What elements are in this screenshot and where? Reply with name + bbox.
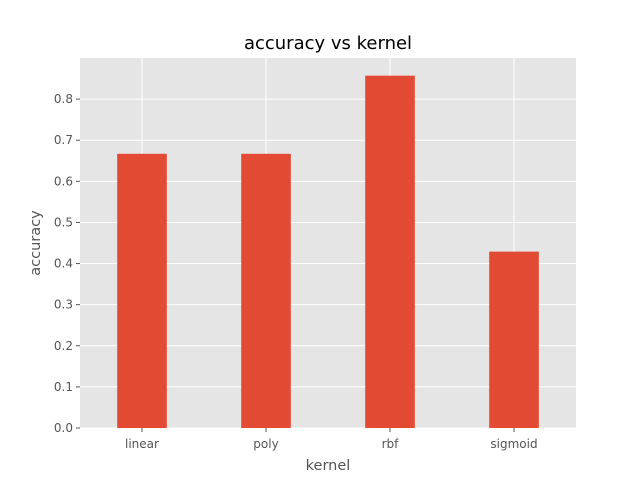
y-tick-label: 0.2 xyxy=(54,339,73,353)
chart-title: accuracy vs kernel xyxy=(244,33,412,54)
x-axis-ticks: linear poly rbf sigmoid xyxy=(125,428,538,451)
y-tick-label: 0.4 xyxy=(54,257,73,271)
y-tick-label: 0.6 xyxy=(54,174,73,188)
bar-poly xyxy=(241,153,291,429)
y-tick-label: 0.3 xyxy=(54,298,73,312)
x-tick-label: rbf xyxy=(382,437,400,451)
bar-linear xyxy=(117,153,167,429)
x-tick-label: poly xyxy=(253,437,278,451)
y-tick-label: 0.0 xyxy=(54,421,73,435)
y-axis-label: accuracy xyxy=(28,210,44,276)
x-axis-label: kernel xyxy=(306,458,351,474)
y-tick-label: 0.7 xyxy=(54,133,73,147)
y-axis-ticks: 0.0 0.1 0.2 0.3 0.4 0.5 0.6 0.7 0.8 xyxy=(54,92,80,435)
x-tick-label: linear xyxy=(125,437,159,451)
y-tick-label: 0.8 xyxy=(54,92,73,106)
bar-rbf xyxy=(365,75,415,428)
x-tick-label: sigmoid xyxy=(490,437,537,451)
y-tick-label: 0.1 xyxy=(54,380,73,394)
y-tick-label: 0.5 xyxy=(54,215,73,229)
bars xyxy=(117,75,539,429)
bar-sigmoid xyxy=(489,251,539,428)
